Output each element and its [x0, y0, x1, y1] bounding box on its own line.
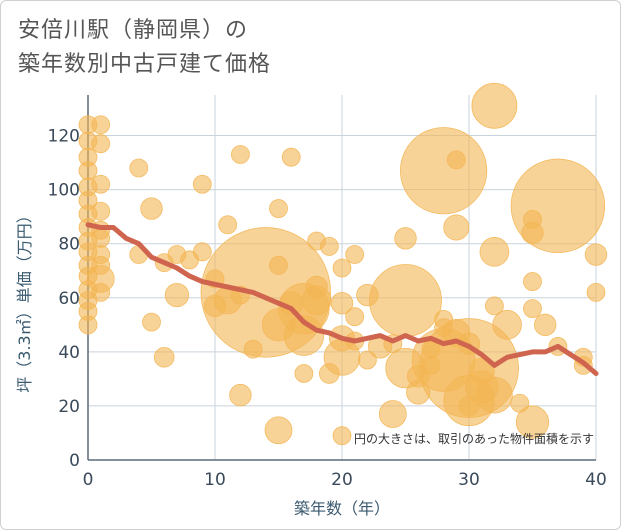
bubble-point [140, 197, 163, 220]
bubble-point [78, 315, 98, 335]
bubble-point [345, 245, 365, 264]
y-tick-label: 0 [69, 451, 80, 471]
bubble-point [484, 296, 504, 316]
bubble-point [91, 115, 111, 135]
axis-ticks: 0 10 20 30 40 0 20 40 60 80 100 120 [48, 127, 607, 490]
trend-line [85, 222, 599, 376]
x-tick-label: 0 [83, 470, 94, 490]
bubble-point [523, 299, 542, 318]
y-tick-label: 40 [58, 343, 80, 363]
y-axis-label: 坪（3.3㎡）単価（万円） [15, 207, 34, 392]
bubble-point [218, 215, 238, 235]
bubble-point [394, 227, 417, 250]
bubble-point [230, 145, 250, 164]
bubble-point [318, 363, 340, 384]
bubble-size-note: 円の大きさは、取引のあった物件面積を示す [354, 431, 594, 446]
bubble-point [192, 242, 212, 262]
bubble-point [523, 209, 542, 229]
bubble-point [492, 310, 522, 340]
x-tick-label: 20 [331, 470, 353, 490]
bubble-point [261, 308, 296, 342]
bubble-point [192, 174, 212, 194]
bubble-point [269, 255, 288, 275]
chart-title-line2: 築年数別中古戸建て価格 [18, 52, 272, 77]
bubble-point [129, 158, 149, 178]
bubble-point [399, 127, 488, 215]
bubble-point [434, 318, 454, 337]
bubble-point [357, 350, 377, 370]
bubble-point [91, 282, 111, 302]
bubble-point [443, 214, 470, 241]
bubble-point [332, 426, 352, 446]
bubble-point [269, 199, 288, 218]
y-tick-label: 60 [58, 289, 80, 309]
bubble-point [378, 400, 407, 428]
bubble-point [446, 150, 466, 170]
bubble-point [468, 357, 495, 384]
bubble-point [345, 307, 365, 327]
y-tick-label: 120 [48, 127, 80, 147]
bubble-point [91, 255, 111, 275]
bubble-point [479, 237, 510, 267]
bubble-point [584, 243, 608, 266]
chart-title-line1: 安倍川駅（静岡県）の [18, 18, 249, 43]
bubble-point [264, 416, 293, 445]
x-axis-label: 築年数（年） [294, 499, 390, 518]
bubble-point [91, 174, 111, 194]
x-tick-label: 10 [204, 470, 226, 490]
bubble-point [421, 355, 441, 375]
y-tick-label: 20 [58, 397, 80, 417]
bubble-point [523, 272, 542, 291]
bubble-point [332, 258, 352, 278]
bubble-point [164, 282, 189, 308]
bubble-point [319, 237, 339, 256]
bubble-point [330, 291, 354, 315]
y-tick-label: 80 [58, 235, 80, 255]
bubble-point [229, 383, 252, 407]
bubble-point [458, 395, 480, 417]
y-tick-label: 100 [48, 181, 80, 201]
bubble-point [515, 405, 550, 439]
bubble-point [243, 339, 263, 359]
bubble-point [142, 312, 161, 332]
bubble-point [356, 283, 379, 307]
x-tick-label: 40 [585, 470, 607, 490]
bubble-point [91, 228, 111, 248]
x-tick-label: 30 [458, 470, 480, 490]
bubble-point [586, 282, 606, 302]
bubble-point [78, 161, 98, 181]
bubble-point [369, 264, 442, 337]
bubble-point [510, 393, 530, 413]
bubble-point [91, 201, 111, 221]
bubble-point [305, 275, 328, 299]
bubble-point [281, 147, 301, 167]
bubble-point [294, 364, 314, 383]
bubble-point [153, 346, 175, 368]
chart-title: 安倍川駅（静岡県）の 築年数別中古戸建て価格 [18, 14, 271, 82]
bubble-point [203, 294, 227, 318]
bubble-point [471, 82, 518, 129]
bubble-point [534, 313, 557, 337]
bubble-point [91, 134, 111, 154]
